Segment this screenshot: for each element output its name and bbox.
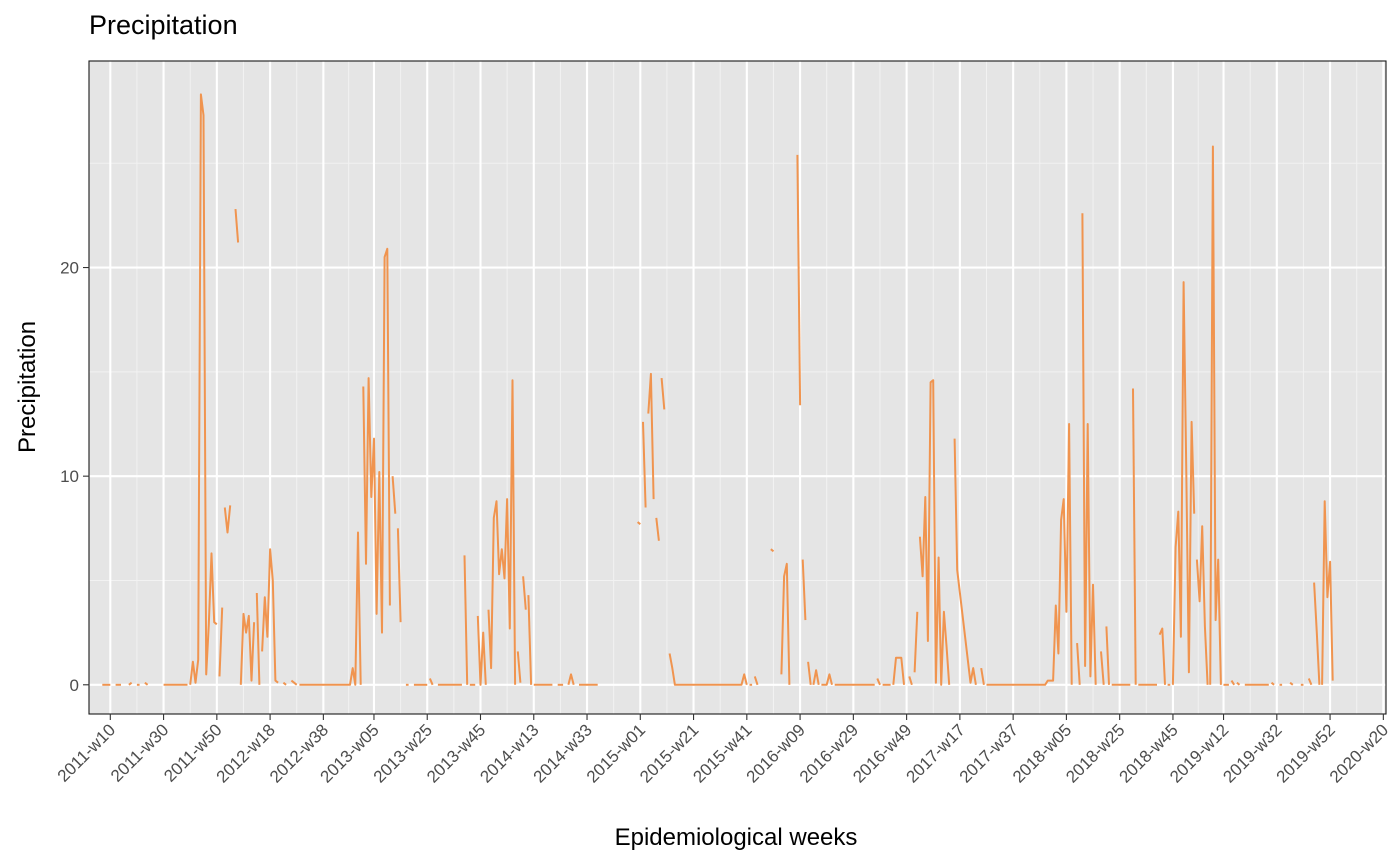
plot-border bbox=[88, 60, 1387, 715]
series-line-segment bbox=[876, 678, 881, 686]
series-line-segment bbox=[239, 612, 256, 685]
series-line-segment bbox=[1100, 651, 1105, 685]
series-line-segment bbox=[476, 615, 487, 686]
series-line-segment bbox=[1158, 627, 1166, 685]
series-line-segment bbox=[660, 378, 666, 410]
series-line-segment bbox=[1076, 643, 1081, 685]
series-line-segment bbox=[463, 555, 469, 685]
series-line-segment bbox=[796, 154, 802, 406]
x-axis-title: Epidemiological weeks bbox=[615, 824, 858, 851]
series-line-segment bbox=[753, 676, 759, 686]
series-line-segment bbox=[255, 592, 261, 685]
y-tick-label: 0 bbox=[70, 676, 79, 695]
series-line-segment bbox=[290, 679, 298, 686]
series-line-segment bbox=[234, 209, 240, 243]
series-line-segment bbox=[362, 247, 391, 634]
x-axis: 2011-w102011-w302011-w502012-w182012-w38… bbox=[54, 714, 1392, 787]
series-line-segment bbox=[647, 372, 655, 500]
series-line-segment bbox=[1171, 281, 1196, 685]
series-line-segment bbox=[522, 576, 527, 610]
series-line-segment bbox=[913, 611, 919, 673]
minor-gridlines bbox=[89, 61, 1386, 714]
series-layer bbox=[102, 93, 1334, 686]
y-tick-label: 20 bbox=[60, 259, 79, 278]
series-line-segment bbox=[396, 528, 402, 623]
x-tick-label: 2020-w20 bbox=[1326, 720, 1392, 786]
series-line-segment bbox=[1236, 681, 1241, 686]
series-line-segment bbox=[1230, 680, 1236, 686]
series-line-segment bbox=[821, 673, 833, 686]
series-line-segment bbox=[807, 661, 812, 685]
series-line-segment bbox=[1270, 681, 1275, 686]
series-line-segment bbox=[801, 559, 807, 621]
series-line-segment bbox=[1132, 388, 1137, 685]
series-line-segment bbox=[642, 421, 647, 508]
series-line-segment bbox=[1081, 213, 1097, 685]
series-line-segment bbox=[780, 562, 791, 685]
series-line-segment bbox=[980, 667, 985, 685]
series-line-segment bbox=[516, 651, 522, 683]
series-line-segment bbox=[189, 93, 218, 685]
series-line-segment bbox=[812, 669, 820, 685]
series-line-segment bbox=[668, 653, 748, 686]
series-line-segment bbox=[261, 548, 279, 684]
chart-title: Precipitation bbox=[89, 10, 238, 40]
series-line-segment bbox=[1289, 681, 1294, 686]
series-line-segment bbox=[223, 505, 232, 534]
series-line-segment bbox=[218, 607, 224, 677]
series-line-segment bbox=[986, 423, 1073, 686]
series-line-segment bbox=[655, 517, 660, 541]
series-line-segment bbox=[282, 681, 287, 686]
series-line-segment bbox=[128, 681, 133, 686]
series-line-segment bbox=[908, 676, 913, 686]
series-line-segment bbox=[299, 531, 362, 686]
y-tick-label: 10 bbox=[60, 467, 79, 486]
series-line-segment bbox=[1209, 145, 1222, 685]
plot-panel bbox=[89, 61, 1386, 714]
series-line-segment bbox=[918, 379, 951, 686]
series-line-segment bbox=[527, 595, 533, 685]
series-line-segment bbox=[487, 379, 517, 685]
series-line-segment bbox=[953, 438, 977, 685]
series-line-segment bbox=[770, 548, 775, 553]
series-line-segment bbox=[391, 476, 397, 514]
series-line-segment bbox=[636, 521, 641, 525]
series-line-segment bbox=[1195, 525, 1209, 685]
series-line-segment bbox=[892, 656, 905, 685]
series-line-segment bbox=[1307, 678, 1313, 686]
series-line-segment bbox=[428, 678, 434, 686]
series-line-segment bbox=[144, 681, 149, 686]
series-line-segment bbox=[567, 673, 575, 686]
series-line-segment bbox=[1105, 626, 1110, 685]
y-axis-title: Precipitation bbox=[14, 321, 41, 453]
series-line-segment bbox=[1321, 500, 1334, 685]
y-axis: 0 10 20 bbox=[60, 259, 89, 695]
series-line-segment bbox=[1313, 582, 1321, 685]
